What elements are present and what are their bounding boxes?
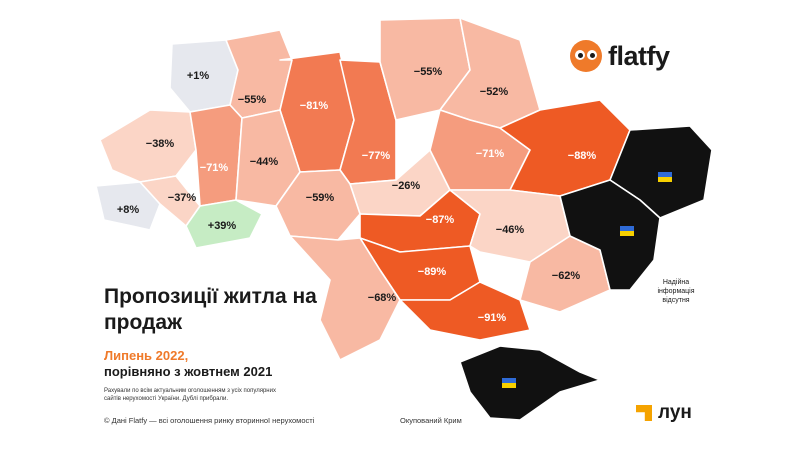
region-labels: +1% −55% −81% −77% −55% −52% −38% −71% −… — [117, 66, 597, 324]
source-footer: © Дані Flatfy — всі оголошення ринку вто… — [104, 416, 315, 425]
page-title: Пропозиції житла на продаж — [104, 285, 317, 334]
label-volyn: +1% — [187, 70, 210, 82]
label-cherkasy: −26% — [392, 180, 421, 192]
region-lviv[interactable] — [99, 109, 197, 183]
methodology-note: Рахували по всім актуальним оголошенням … — [104, 388, 276, 402]
region-odesa[interactable] — [289, 235, 401, 361]
label-sumy: −52% — [480, 86, 509, 98]
flag-icon-luhansk — [658, 172, 672, 182]
label-kirovohrad: −87% — [426, 214, 455, 226]
comparison-label: порівняно з жовтнем 2021 — [104, 364, 273, 379]
crimea-caption: Окупований Крим — [400, 416, 462, 425]
label-odesa: −68% — [368, 292, 397, 304]
flag-icon-crimea — [502, 378, 516, 388]
label-dnipropetrovsk: −46% — [496, 224, 525, 236]
label-zakarpattia: +8% — [117, 204, 140, 216]
region-donetsk[interactable] — [559, 179, 661, 291]
label-zhytomyr: −81% — [300, 100, 329, 112]
label-ternopil: −71% — [200, 162, 229, 174]
period-label: Липень 2022, — [104, 348, 189, 363]
label-ivano-frankivsk: −37% — [168, 192, 197, 204]
label-poltava: −71% — [476, 148, 505, 160]
flatfy-logo[interactable]: flatfy — [570, 40, 670, 72]
label-chernivtsi: +39% — [208, 220, 237, 232]
label-khmelnytskyi: −44% — [250, 156, 279, 168]
lun-logo[interactable]: лун — [636, 402, 692, 424]
label-chernihiv: −55% — [414, 66, 443, 78]
lun-wordmark: лун — [658, 402, 692, 423]
region-crimea[interactable] — [459, 345, 601, 421]
no-data-caption: Надійна інформація відсутня — [657, 279, 695, 304]
region-zakarpattia[interactable] — [95, 181, 161, 231]
label-kyiv: −77% — [362, 150, 391, 162]
label-rivne: −55% — [238, 94, 267, 106]
label-vinnytsia: −59% — [306, 192, 335, 204]
region-ternopil[interactable] — [189, 104, 243, 207]
flatfy-wordmark: flatfy — [608, 40, 670, 71]
lun-mark-icon — [636, 405, 652, 421]
flag-icon-donetsk — [620, 226, 634, 236]
subtitle: Липень 2022, порівняно з жовтнем 2021 — [104, 348, 334, 380]
region-kherson[interactable] — [399, 281, 531, 341]
region-chernivtsi[interactable] — [185, 199, 263, 249]
label-lviv: −38% — [146, 138, 175, 150]
label-kherson: −91% — [478, 312, 507, 324]
label-kharkiv: −88% — [568, 150, 597, 162]
label-zaporizhzhia: −62% — [552, 270, 581, 282]
flatfy-eyes-icon — [570, 40, 602, 72]
label-mykolaiv: −89% — [418, 266, 447, 278]
